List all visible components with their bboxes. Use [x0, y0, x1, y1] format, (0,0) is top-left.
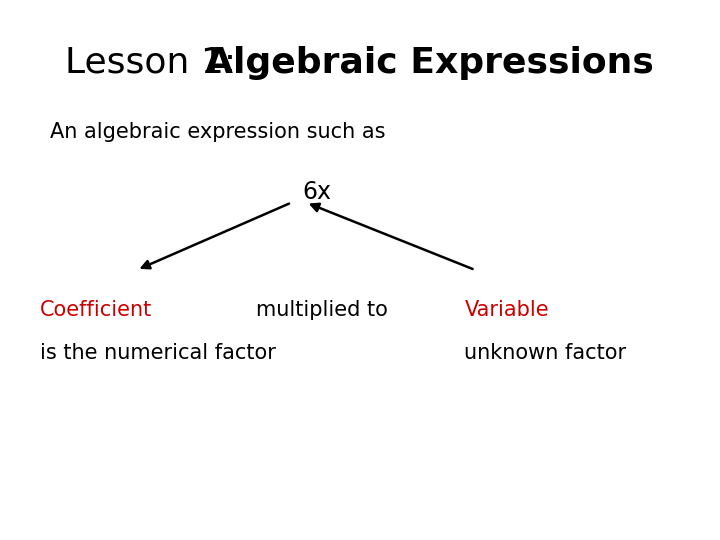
Text: An algebraic expression such as: An algebraic expression such as: [50, 122, 386, 141]
Text: multiplied to: multiplied to: [256, 300, 387, 320]
Text: 6x: 6x: [302, 180, 331, 204]
Text: Coefficient: Coefficient: [40, 300, 152, 320]
Text: Lesson 1:: Lesson 1:: [65, 46, 248, 80]
Text: Algebraic Expressions: Algebraic Expressions: [205, 46, 654, 80]
Text: is the numerical factor: is the numerical factor: [40, 343, 276, 363]
Text: Variable: Variable: [464, 300, 549, 320]
Text: unknown factor: unknown factor: [464, 343, 626, 363]
